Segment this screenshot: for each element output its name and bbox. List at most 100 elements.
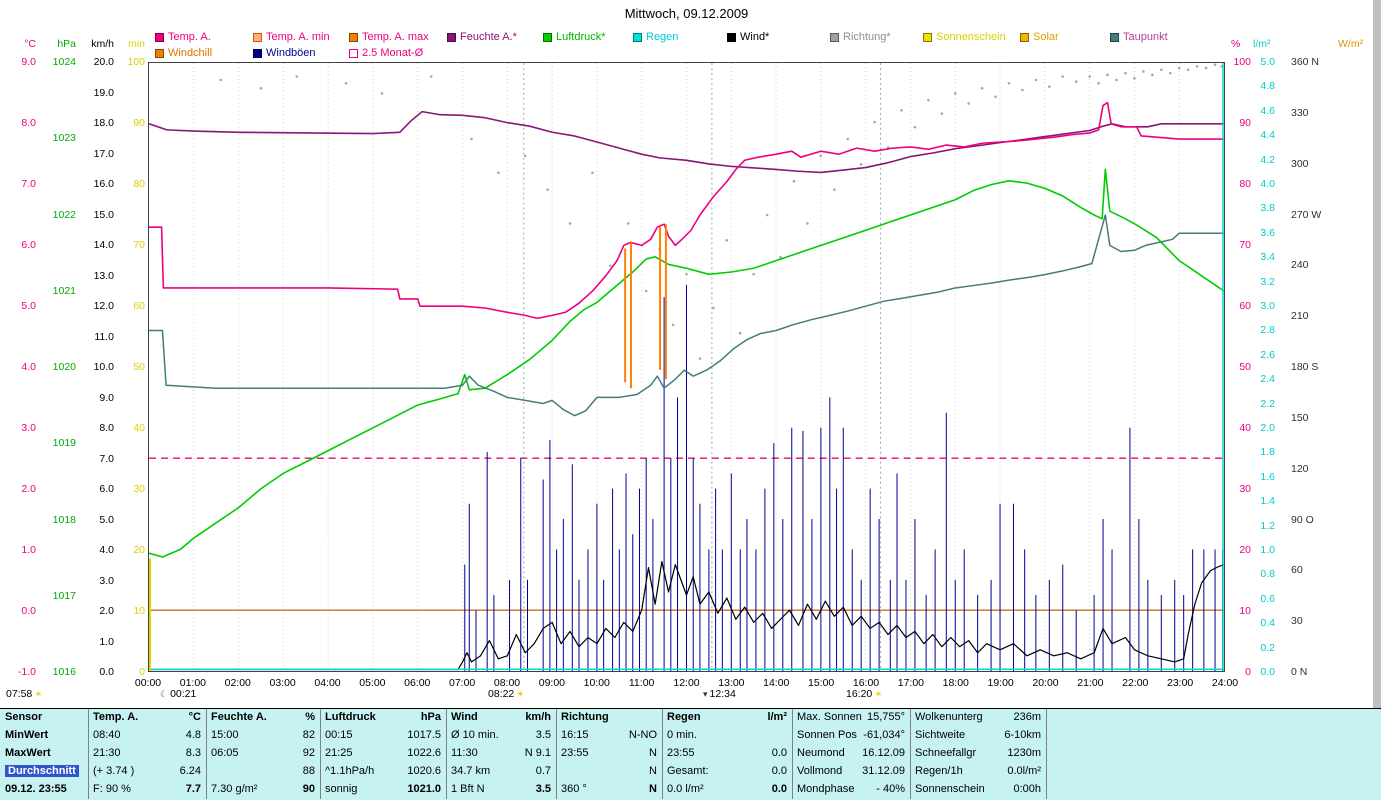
time-tick-label: 01:00	[179, 677, 207, 689]
cell-label: Regen	[667, 711, 701, 723]
cell-value: 0.0	[771, 765, 787, 777]
wind-axis-tick-label: 10.0	[93, 361, 114, 373]
legend-item-windchill[interactable]: Windchill	[155, 47, 212, 59]
row-label[interactable]: 09.12. 23:55	[0, 781, 88, 799]
wind-axis-tick-label: 3.0	[99, 574, 114, 587]
temp-min-marker-icon	[253, 32, 262, 42]
sensor-data-table: Sensor Temp. A. °C Feuchte A.% Luftdruck hPa W…	[0, 708, 1381, 800]
rain-axis-tick-label: 3.6	[1260, 226, 1275, 239]
legend-item-wind[interactable]: Wind*	[727, 31, 769, 43]
humidity-axis-tick-label: 90	[1239, 117, 1251, 129]
time-tick-label: 21:00	[1077, 677, 1104, 689]
rain-axis-tick-label: 4.0	[1260, 178, 1275, 190]
wind-axis-tick-label: 1.0	[99, 635, 114, 648]
direction-dot	[1061, 75, 1065, 78]
legend-item-direction[interactable]: Richtung*	[830, 31, 891, 43]
cell-label: Max. Sonnen	[797, 711, 862, 723]
direction-axis-tick-label: 210	[1291, 310, 1309, 323]
rain-axis-tick-label: 2.2	[1260, 397, 1275, 410]
row-label-text: MinWert	[5, 729, 49, 741]
direction-dot	[1168, 71, 1172, 75]
cell-label: 16:15	[561, 729, 589, 741]
table-filler	[1046, 781, 1381, 799]
direction-dot	[725, 239, 729, 242]
table-cell-group: 7.30 g/m² 90	[206, 781, 320, 799]
cell-value: 1230m	[1007, 747, 1041, 759]
direction-dot	[765, 213, 769, 217]
table-cell-group: ^1.1hPa/h 1020.6	[320, 763, 446, 781]
table-cell-group: 06:05 92	[206, 745, 320, 763]
celsius-axis-tick-label: 3.0	[21, 422, 36, 434]
direction-axis-tick-label: 300	[1291, 157, 1309, 170]
legend-item-dewpoint[interactable]: Taupunkt	[1110, 31, 1168, 43]
time-tick-label: 19:00	[987, 677, 1014, 689]
row-label[interactable]: Durchschnitt	[0, 763, 88, 781]
direction-axis-tick-label: 30	[1291, 615, 1303, 628]
rain-axis-tick-label: 3.2	[1260, 275, 1275, 288]
table-cell-group: Regen/1h 0.0l/m²	[910, 763, 1046, 781]
table-cell-group: 11:30 N 9.1	[446, 745, 556, 763]
table-row: MaxWert 21:30 8.3 06:05 92 21:25 1022.6 11:30 N …	[0, 745, 1381, 763]
pressure-axis-tick-label: 1017	[52, 589, 76, 602]
cell-value: 4.8	[185, 729, 201, 741]
row-label[interactable]: Sensor	[0, 709, 88, 727]
sunshine-axis-tick-label: 50	[133, 361, 145, 373]
direction-dot	[259, 87, 263, 90]
row-label[interactable]: MaxWert	[0, 745, 88, 763]
legend-item-sunshine[interactable]: Sonnenschein	[923, 31, 1006, 43]
rain-axis-tick-label: 1.2	[1260, 519, 1275, 532]
cell-value: N-NO	[628, 729, 657, 741]
row-label[interactable]: MinWert	[0, 727, 88, 745]
direction-dot	[470, 137, 473, 141]
legend-item-temp[interactable]: Temp. A.	[155, 31, 211, 43]
sunshine-axis-tick-label: 90	[133, 117, 145, 129]
cell-label: Sonnenschein	[915, 783, 985, 795]
celsius-axis-tick-label: 4.0	[21, 361, 36, 373]
sunshine-axis-tick-label: 80	[133, 178, 145, 190]
rain-axis-tick-label: 4.6	[1260, 104, 1275, 117]
legend-item-monthly-avg[interactable]: 2.5 Monat-Ø	[349, 47, 423, 59]
sunshine-axis-tick-label: 100	[127, 56, 145, 68]
pressure-axis-tick-label: 1020	[52, 361, 76, 373]
direction-dot	[1034, 78, 1038, 82]
legend-item-rain[interactable]: Regen	[633, 31, 678, 43]
direction-dot	[859, 163, 863, 166]
direction-dot	[344, 81, 348, 85]
direction-dot	[626, 222, 630, 225]
direction-dot	[1213, 63, 1217, 66]
wind-axis-tick-label: 15.0	[93, 208, 114, 221]
legend-item-gusts[interactable]: Windböen	[253, 47, 316, 59]
legend-item-humidity[interactable]: Feuchte A.*	[447, 31, 517, 43]
legend-item-temp-max[interactable]: Temp. A. max	[349, 31, 429, 43]
legend-item-pressure[interactable]: Luftdruck*	[543, 31, 606, 43]
humidity-axis-tick-label: 70	[1239, 239, 1251, 251]
direction-axis-tick-label: 90 O	[1291, 513, 1314, 526]
humidity-line	[149, 110, 1224, 174]
sunshine-axis-tick-label: 30	[133, 483, 145, 495]
chart-plot[interactable]	[148, 62, 1225, 672]
pressure-marker-icon	[543, 32, 552, 42]
table-cell-group: 1 Bft N 3.5	[446, 781, 556, 799]
legend-item-solar[interactable]: Solar	[1020, 31, 1059, 43]
table-cell-group: Luftdruck hPa	[320, 709, 446, 727]
time-tick-label: 24:00	[1211, 677, 1239, 689]
windchill-marker-icon	[155, 48, 164, 58]
sun-icon: ☀	[34, 689, 43, 699]
gusts-marker-icon	[253, 48, 262, 58]
unit-min: min	[128, 38, 145, 50]
direction-dot	[644, 289, 648, 293]
cell-label: 360 °	[561, 783, 587, 795]
table-cell-group: 34.7 km 0.7	[446, 763, 556, 781]
humidity-marker-icon	[447, 32, 456, 42]
direction-dot	[1088, 75, 1091, 78]
table-cell-group: 360 ° N	[556, 781, 662, 799]
sun-marker-08-22: 08:22 ☀	[488, 688, 524, 700]
direction-dot	[295, 75, 299, 78]
legend-item-temp-min[interactable]: Temp. A. min	[253, 31, 330, 43]
cell-label: 11:30	[451, 747, 478, 759]
rain-axis-tick-label: 1.0	[1260, 544, 1275, 556]
cell-value: 0.0	[771, 747, 787, 759]
table-row: 09.12. 23:55 F: 90 % 7.7 7.30 g/m² 90 sonnig 1…	[0, 781, 1381, 799]
wind-axis-tick-label: 14.0	[93, 239, 114, 251]
humidity-axis-tick-label: 0	[1245, 666, 1251, 678]
